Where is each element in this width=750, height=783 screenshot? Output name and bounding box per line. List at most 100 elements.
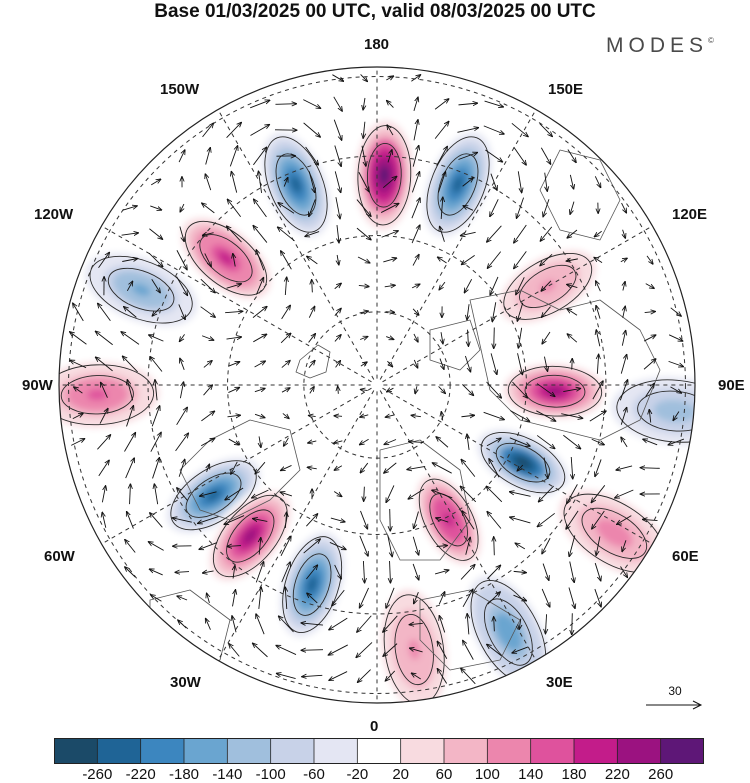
wind-arrow xyxy=(307,593,318,604)
wind-arrow xyxy=(124,307,137,318)
wind-arrow xyxy=(229,644,240,657)
colorbar-tick-label: -60 xyxy=(303,766,325,783)
wind-arrow xyxy=(382,176,396,189)
wind-arrow xyxy=(494,617,495,632)
wind-arrow xyxy=(121,332,140,345)
meridian-line xyxy=(217,109,375,380)
colorbar-tick-label: 60 xyxy=(435,766,453,783)
wind-arrow xyxy=(308,171,315,192)
wind-arrow xyxy=(407,466,426,469)
wind-arrow xyxy=(95,331,113,346)
wind-arrow xyxy=(330,517,345,522)
wind-arrow xyxy=(596,330,601,347)
wind-arrow xyxy=(640,468,660,469)
contour-line xyxy=(292,553,332,616)
wind-arrow xyxy=(381,231,399,238)
wind-arrow xyxy=(620,258,627,262)
lon-label-60e: 60E xyxy=(672,548,699,565)
wind-arrow xyxy=(384,462,397,473)
wind-arrow xyxy=(202,203,215,214)
wind-arrow xyxy=(259,537,261,555)
wind-arrow xyxy=(176,407,188,426)
wind-arrow xyxy=(441,197,443,220)
contour-line xyxy=(59,364,155,426)
contour-line xyxy=(107,267,175,312)
meridian-line xyxy=(101,225,372,383)
wind-arrow xyxy=(490,199,499,216)
wind-arrow xyxy=(512,646,529,653)
wind-arrow xyxy=(102,512,107,528)
wind-arrow xyxy=(329,671,348,681)
wind-arrow xyxy=(536,410,555,421)
lon-label-150w: 150W xyxy=(160,81,200,98)
wind-arrow xyxy=(412,145,419,167)
wind-arrow xyxy=(207,593,210,604)
wind-arrow xyxy=(465,537,471,555)
wind-arrow xyxy=(434,99,449,110)
wind-arrow xyxy=(543,457,548,479)
wind-arrow xyxy=(364,486,365,502)
wind-arrow xyxy=(74,387,83,394)
colorbar-tick-label: 140 xyxy=(518,766,544,783)
wind-arrow xyxy=(514,224,527,243)
wind-arrow xyxy=(150,357,163,372)
lon-label-0: 0 xyxy=(370,718,379,735)
wind-arrow xyxy=(513,146,527,165)
colorbar-tick-label: -220 xyxy=(125,766,156,783)
colorbar-swatch xyxy=(444,738,488,764)
wind-arrow xyxy=(567,334,578,343)
wind-arrow xyxy=(277,227,295,242)
colorbar-tick-label: 100 xyxy=(474,766,500,783)
wind-arrow xyxy=(514,251,527,268)
wind-arrow xyxy=(411,415,421,416)
wind-arrow xyxy=(127,380,134,401)
wind-arrow xyxy=(334,283,342,290)
anomaly-ring xyxy=(306,575,318,594)
wind-arrow xyxy=(337,225,339,243)
wind-arrow xyxy=(179,226,184,241)
contour-line xyxy=(170,460,257,531)
wind-arrow xyxy=(409,648,423,653)
wind-arrow xyxy=(150,432,161,452)
polar-map xyxy=(58,66,696,704)
wind-arrow xyxy=(441,412,442,421)
wind-arrow xyxy=(415,386,417,394)
colorbar-swatch xyxy=(357,738,401,764)
wind-arrow xyxy=(645,283,655,289)
wind-arrow xyxy=(332,74,343,82)
wind-arrow xyxy=(101,486,105,503)
wind-arrow xyxy=(97,435,110,450)
colorbar-tick-label: 180 xyxy=(561,766,587,783)
wind-arrow xyxy=(385,415,395,417)
colorbar-swatch xyxy=(314,738,358,764)
wind-arrow xyxy=(643,335,656,342)
wind-arrow xyxy=(434,570,449,575)
contour-line xyxy=(519,264,577,309)
wind-arrow xyxy=(594,257,603,264)
wind-arrow xyxy=(360,462,369,473)
wind-arrow xyxy=(517,171,521,192)
graticule xyxy=(59,67,695,703)
wind-arrow xyxy=(253,519,268,522)
wind-arrow xyxy=(302,675,323,676)
contour-line xyxy=(185,472,242,518)
wind-arrow xyxy=(227,546,241,547)
wind-arrow xyxy=(542,537,551,554)
wind-arrow xyxy=(226,122,242,138)
meridian-line xyxy=(379,109,537,380)
wind-arrow xyxy=(591,485,606,502)
wind-arrow xyxy=(563,434,580,449)
anomaly-center xyxy=(460,565,557,699)
wind-arrow xyxy=(278,203,295,214)
coastline xyxy=(429,319,481,371)
wind-arrow xyxy=(487,251,502,269)
wind-arrow xyxy=(284,177,288,187)
wind-arrow xyxy=(463,206,474,211)
anomaly-ring xyxy=(87,389,108,401)
wind-arrow xyxy=(438,172,445,193)
wind-arrow xyxy=(487,592,501,605)
wind-arrow xyxy=(509,492,531,497)
wind-arrow xyxy=(434,121,449,139)
wind-arrow xyxy=(594,588,601,607)
lon-label-120e: 120E xyxy=(672,206,708,223)
